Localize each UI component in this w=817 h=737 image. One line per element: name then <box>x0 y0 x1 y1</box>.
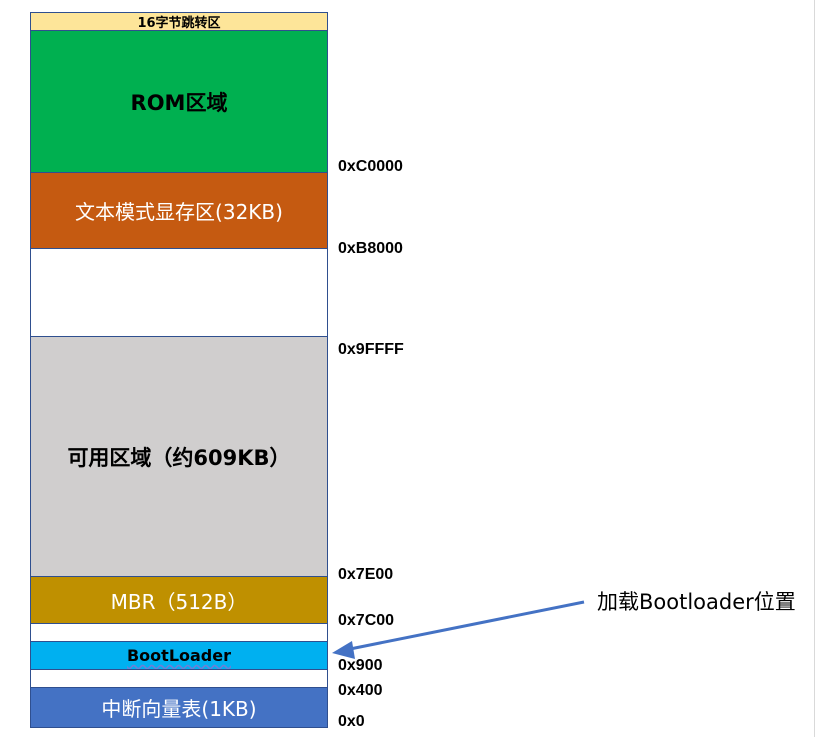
load-position-annotation: 加载Bootloader位置 <box>597 590 796 614</box>
address-label-400: 0x400 <box>338 682 383 699</box>
segment-rom-label: ROM区域 <box>130 90 228 115</box>
right-border-line <box>814 0 815 737</box>
segment-jump-area: 16字节跳转区 <box>30 12 328 31</box>
address-label-b8000: 0xB8000 <box>338 240 403 257</box>
address-label-900: 0x900 <box>338 657 383 674</box>
address-label-7e00: 0x7E00 <box>338 566 394 583</box>
arrow-head <box>332 641 355 659</box>
segment-bootloader-label: BootLoader <box>126 646 231 665</box>
arrow-shaft <box>349 600 585 651</box>
address-label-9ffff: 0x9FFFF <box>338 341 404 358</box>
segment-text-vram-label: 文本模式显存区(32KB) <box>75 200 283 224</box>
segment-available: 可用区域（约609KB） <box>30 336 328 577</box>
segment-ivt-label: 中断向量表(1KB) <box>101 697 257 721</box>
segment-mbr: MBR（512B） <box>30 576 328 624</box>
address-label-c0000: 0xC0000 <box>338 158 403 175</box>
address-label-7c00: 0x7C00 <box>338 612 395 629</box>
segment-text-vram: 文本模式显存区(32KB) <box>30 172 328 249</box>
segment-available-label: 可用区域（约609KB） <box>67 445 291 470</box>
segment-rom: ROM区域 <box>30 30 328 173</box>
segment-jump-area-label: 16字节跳转区 <box>137 16 221 31</box>
segment-blank-upper <box>30 248 328 337</box>
address-label-0: 0x0 <box>338 713 365 730</box>
segment-bootloader: BootLoader <box>30 641 328 670</box>
segment-ivt: 中断向量表(1KB) <box>30 687 328 728</box>
segment-mbr-label: MBR（512B） <box>110 589 248 614</box>
